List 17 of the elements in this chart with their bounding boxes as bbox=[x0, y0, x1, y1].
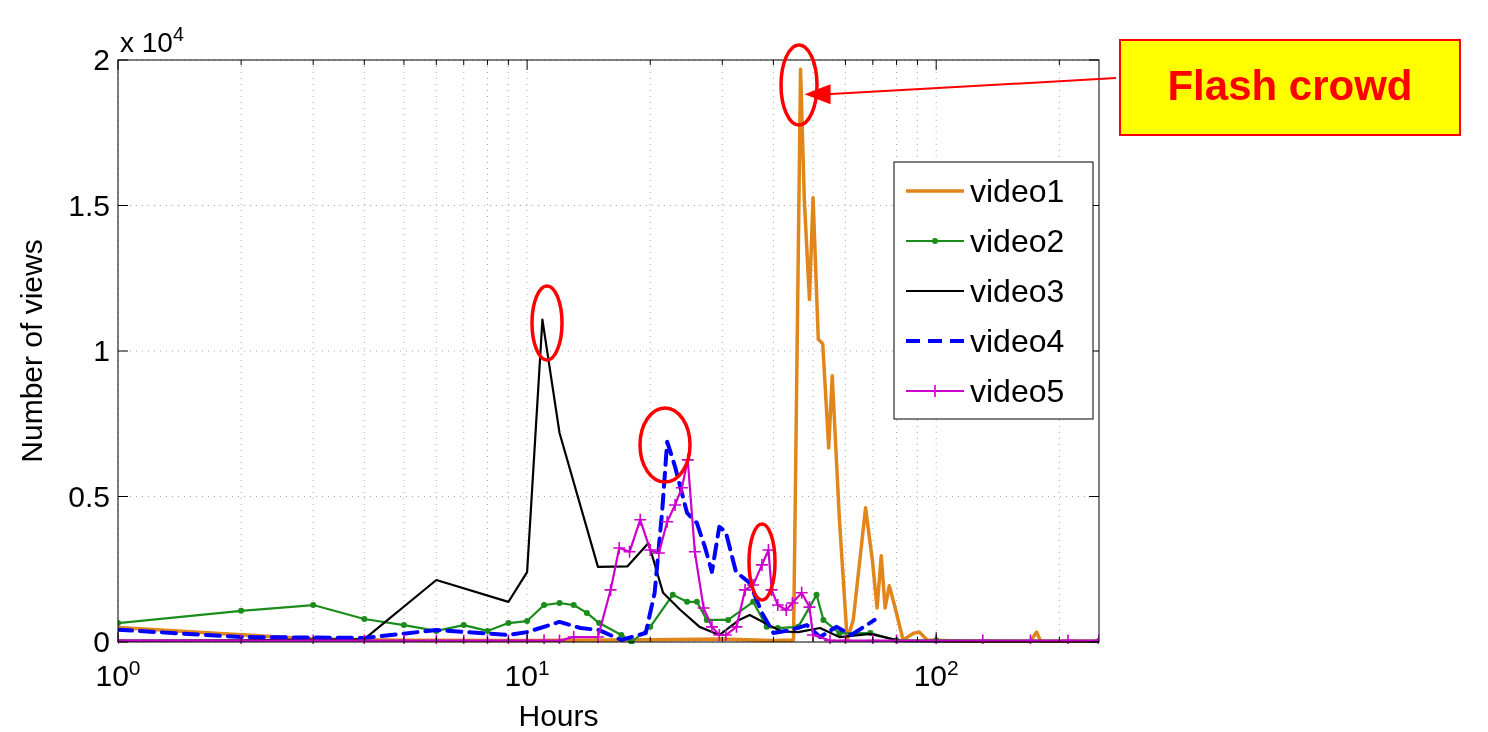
x-tick-label: 10$^{2}$ bbox=[913, 655, 959, 692]
legend-label: video3 bbox=[970, 273, 1065, 309]
legend-label: video1 bbox=[970, 173, 1065, 209]
x-axis-title: Hours bbox=[518, 699, 599, 732]
text: x 10$^{4}$ bbox=[120, 23, 184, 58]
legend-label: video5 bbox=[970, 373, 1065, 409]
text: Flash crowd bbox=[1167, 62, 1413, 109]
y-tick-label: 0.5 bbox=[68, 479, 110, 513]
y-tick-label: 1 bbox=[93, 334, 110, 367]
y-tick-label: 2 bbox=[93, 43, 110, 76]
y-axis-title: Number of views bbox=[15, 239, 48, 463]
x-tick-label: 10$^{1}$ bbox=[504, 655, 550, 692]
legend-label: video2 bbox=[970, 223, 1065, 259]
y-tick-label: 0 bbox=[93, 625, 110, 658]
legend-label: video4 bbox=[970, 323, 1065, 359]
x-tick-label: 10$^{0}$ bbox=[95, 655, 141, 692]
y-tick-label: 1.5 bbox=[68, 188, 110, 222]
